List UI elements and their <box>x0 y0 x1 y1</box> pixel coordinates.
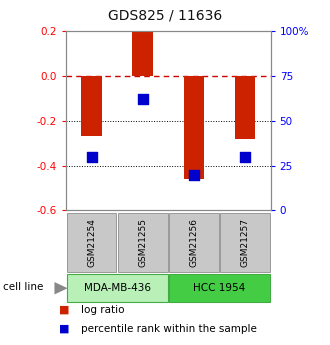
Bar <box>133 31 153 76</box>
Bar <box>235 76 255 139</box>
Point <box>89 154 94 159</box>
Point <box>191 172 197 177</box>
Text: GSM21255: GSM21255 <box>138 218 147 267</box>
Bar <box>81 76 102 136</box>
Text: percentile rank within the sample: percentile rank within the sample <box>81 324 257 334</box>
Text: MDA-MB-436: MDA-MB-436 <box>83 283 151 293</box>
Bar <box>183 76 204 179</box>
Text: GSM21254: GSM21254 <box>87 218 96 267</box>
Text: GSM21256: GSM21256 <box>189 218 198 267</box>
Text: GDS825 / 11636: GDS825 / 11636 <box>108 9 222 23</box>
Point <box>242 154 248 159</box>
Text: cell line: cell line <box>3 282 44 292</box>
Text: log ratio: log ratio <box>81 305 124 315</box>
Text: ■: ■ <box>59 305 70 315</box>
Point <box>140 97 146 102</box>
Text: ■: ■ <box>59 324 70 334</box>
Text: GSM21257: GSM21257 <box>241 218 249 267</box>
Text: HCC 1954: HCC 1954 <box>193 283 246 293</box>
